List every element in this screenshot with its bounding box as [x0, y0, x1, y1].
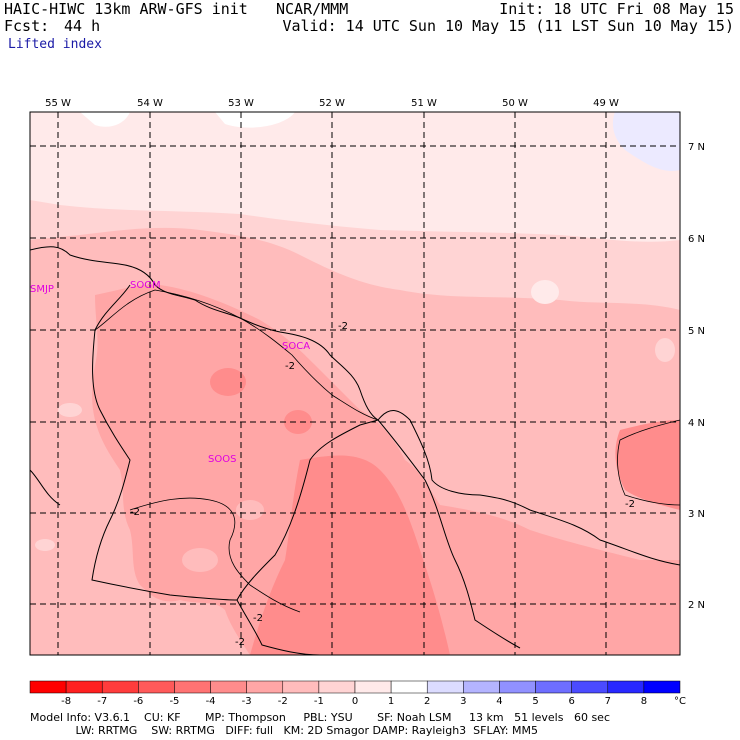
lon-label: 51 W — [411, 98, 437, 109]
colorbar-swatch — [499, 680, 536, 694]
colorbar-swatch — [138, 680, 175, 694]
colorbar-swatch — [65, 680, 103, 694]
colorbar-tick-label: 4 — [496, 696, 502, 707]
colorbar-swatch — [174, 680, 211, 694]
lat-label: 3 N — [688, 509, 705, 520]
colorbar: -8 -7 -6 -5 -4 -3 -2 -1 0 1 2 3 4 5 6 7 8 °C — [29, 680, 686, 707]
lon-label: 53 W — [228, 98, 254, 109]
colorbar-tick-label: 5 — [532, 696, 538, 707]
lat-label: 4 N — [688, 418, 705, 429]
colorbar-tick-label: -6 — [133, 696, 143, 707]
station-label: SOCA — [282, 341, 310, 352]
colorbar-swatch — [282, 680, 320, 694]
colorbar-tick-label: -3 — [242, 696, 252, 707]
colorbar-tick-label: -4 — [206, 696, 216, 707]
station-label: SOGM — [130, 280, 161, 291]
lon-label: 55 W — [45, 98, 71, 109]
model-info-line1: Model Info: V3.6.1 CU: KF MP: Thompson P… — [30, 711, 610, 724]
colorbar-tick-label: -8 — [61, 696, 71, 707]
station-label: SMJP — [30, 284, 54, 295]
field-name: Lifted index — [8, 37, 102, 52]
lon-label: 52 W — [319, 98, 345, 109]
colorbar-tick-label: -1 — [314, 696, 324, 707]
colorbar-swatch — [571, 680, 609, 694]
colorbar-tick-label: 2 — [424, 696, 430, 707]
colorbar-swatch — [463, 680, 500, 694]
forecast-label: Fcst: — [4, 17, 50, 35]
station-label: SOOS — [208, 454, 236, 465]
org-label: NCAR/MMM — [276, 0, 349, 18]
colorbar-tick-label: 6 — [568, 696, 574, 707]
colorbar-swatch — [29, 680, 67, 694]
contour-label: -2 — [253, 613, 263, 624]
lon-label: 49 W — [593, 98, 619, 109]
colorbar-swatch — [318, 680, 356, 694]
lat-label: 7 N — [688, 142, 705, 153]
contour-label: -2 — [285, 361, 295, 372]
colorbar-swatch — [390, 680, 428, 694]
lon-label: 54 W — [137, 98, 163, 109]
colorbar-swatch — [210, 680, 247, 694]
map-frame — [29, 111, 681, 656]
colorbar-swatch — [535, 680, 572, 694]
lat-lon-grid — [30, 112, 680, 655]
valid-time: Valid: 14 UTC Sun 10 May 15 (11 LST Sun … — [282, 17, 734, 35]
colorbar-unit: °C — [674, 696, 686, 707]
contour-label: -2 — [338, 321, 348, 332]
colorbar-tick-label: 0 — [352, 696, 358, 707]
longitude-labels: 55 W 54 W 53 W 52 W 51 W 50 W 49 W — [45, 98, 619, 109]
contour-label: -2 — [625, 499, 635, 510]
init-time: Init: 18 UTC Fri 08 May 15 — [499, 0, 734, 18]
lat-label: 5 N — [688, 326, 705, 337]
lat-label: 2 N — [688, 600, 705, 611]
colorbar-tick-label: -7 — [97, 696, 107, 707]
colorbar-tick-label: 7 — [605, 696, 611, 707]
colorbar-tick-label: 3 — [460, 696, 466, 707]
colorbar-tick-label: -5 — [169, 696, 179, 707]
colorbar-tick-label: 1 — [388, 696, 394, 707]
model-title: HAIC-HIWC 13km ARW-GFS init — [4, 0, 248, 18]
contour-label: -2 — [235, 637, 245, 648]
colorbar-swatch — [607, 680, 645, 694]
colorbar-swatch — [354, 680, 392, 694]
lon-label: 50 W — [502, 98, 528, 109]
colorbar-tick-label: -2 — [278, 696, 288, 707]
colorbar-tick-label: 8 — [641, 696, 647, 707]
latitude-labels: 7 N 6 N 5 N 4 N 3 N 2 N — [688, 142, 705, 611]
shaded-field — [30, 112, 680, 655]
contour-value-labels: -2 -2 -2 -2 -2 -2 — [130, 321, 635, 648]
colorbar-swatch — [426, 680, 464, 694]
colorbar-swatch — [246, 680, 284, 694]
colorbar-swatch — [101, 680, 139, 694]
contour-label: -2 — [130, 507, 140, 518]
lat-label: 6 N — [688, 234, 705, 245]
model-info-line2: LW: RRTMG SW: RRTMG DIFF: full KM: 2D Sm… — [30, 724, 538, 737]
coastlines — [30, 246, 680, 655]
forecast-hours: 44 h — [64, 17, 101, 35]
colorbar-swatch — [643, 680, 681, 694]
station-labels: SMJP SOGM SOCA SOOS — [30, 280, 310, 465]
